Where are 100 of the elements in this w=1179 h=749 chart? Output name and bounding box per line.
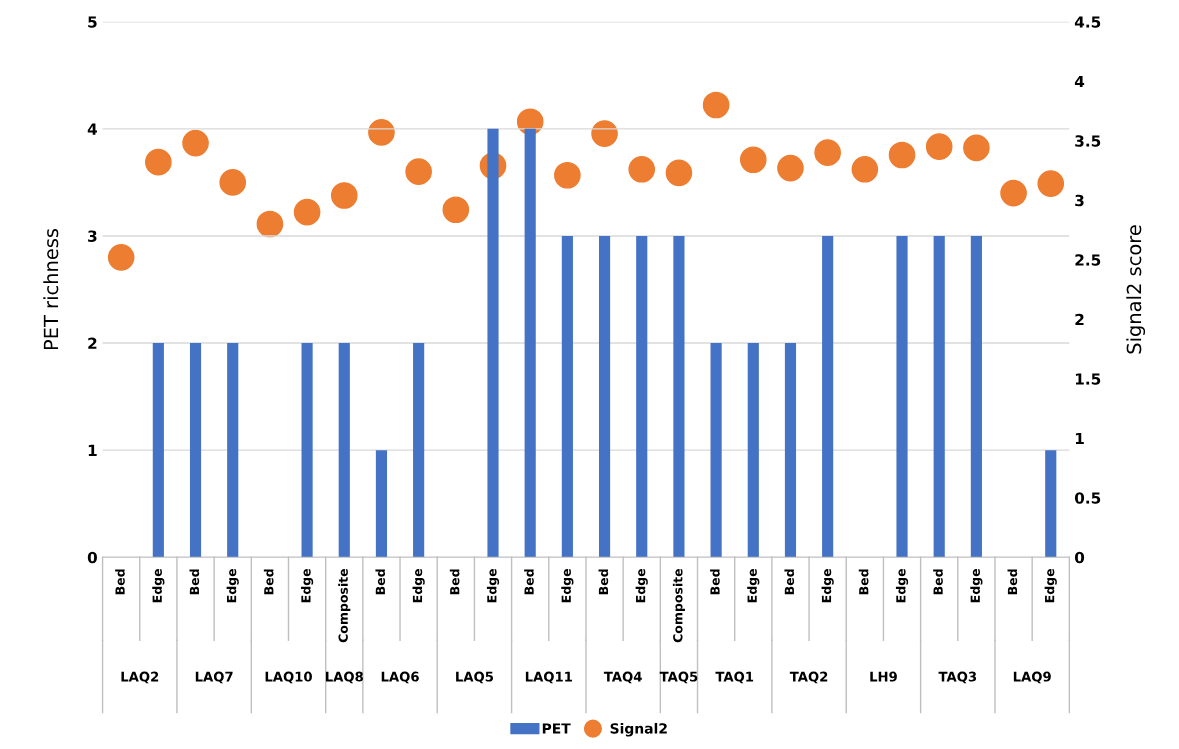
point (1037, 170, 1065, 197)
x-tick-label: Composite (338, 568, 351, 643)
bar (598, 235, 611, 558)
text: LAQ6 (381, 671, 419, 684)
x-tick-label: Bed (375, 569, 386, 595)
text: LAQ10 (265, 671, 312, 684)
x-tick-label: Edge (412, 568, 425, 603)
y2-tick-label: 0 (1074, 551, 1085, 564)
bar (524, 128, 536, 558)
x-tick-label: Edge (561, 568, 574, 603)
x-tick-label: Edge (747, 568, 760, 603)
y-tick-label: 5 (88, 16, 97, 28)
y2-tick-label: 4 (1074, 75, 1085, 88)
text: LAQ7 (195, 671, 233, 684)
bar (747, 343, 759, 558)
bar (227, 343, 239, 558)
legend-label: Signal2 (610, 722, 667, 737)
legend-label: PET (542, 723, 571, 734)
x-tick-label: Edge (895, 568, 909, 603)
bar (784, 343, 797, 558)
x-tick-label: Edge (152, 568, 165, 603)
x-tick-label: Edge (486, 568, 500, 603)
y-axis-title: PET richness (43, 228, 59, 350)
bar (1045, 450, 1057, 558)
x-tick-label: Bed (858, 569, 869, 595)
point (777, 154, 804, 182)
point (888, 141, 916, 169)
text: TAQ5 (659, 671, 698, 684)
bar (896, 235, 908, 558)
y2-tick-label: 0.5 (1074, 492, 1101, 504)
bar (152, 343, 164, 558)
x-tick-label: Edge (821, 568, 834, 603)
point (368, 119, 395, 146)
point (702, 91, 730, 119)
x-tick-label: Bed (598, 569, 609, 595)
y-tick-label: 2 (88, 337, 97, 349)
bar (375, 450, 388, 558)
point (814, 139, 841, 166)
bar (338, 343, 350, 558)
y-tick-label: 3 (88, 230, 97, 242)
bar (970, 235, 982, 558)
x-tick-label: Edge (635, 568, 648, 603)
bar (933, 235, 945, 558)
y2-tick-label: 3 (1075, 194, 1084, 207)
y2-tick-label: 4.5 (1074, 16, 1101, 28)
text: LAQ8 (325, 671, 363, 684)
point (182, 129, 209, 157)
bar (189, 343, 202, 558)
x-tick-label: Bed (524, 569, 534, 595)
x-tick-label: Bed (449, 569, 460, 595)
point (554, 161, 581, 189)
text: TAQ1 (715, 671, 754, 684)
y2-tick-label: 1.5 (1075, 373, 1101, 385)
y2-tick-label: 2.5 (1075, 254, 1101, 266)
x-tick-label: Composite (672, 568, 685, 643)
point (665, 159, 693, 187)
text: LAQ2 (121, 671, 159, 684)
bar (710, 343, 722, 558)
x-tick-label: Bed (263, 569, 274, 595)
bar (822, 235, 834, 558)
point (739, 146, 767, 174)
point (330, 182, 358, 209)
y2-axis-title: Signal2 score (1126, 225, 1146, 354)
text: LAQ9 (1013, 671, 1051, 684)
bar (636, 235, 648, 558)
x-tick-label: Edge (1044, 568, 1057, 603)
bar (673, 235, 685, 558)
x-tick-label: Edge (970, 568, 983, 603)
x-tick-label: Bed (784, 569, 795, 595)
x-tick-label: Bed (115, 569, 125, 595)
y2-tick-label: 3.5 (1075, 135, 1101, 147)
x-tick-label: Edge (226, 568, 239, 603)
text: LAQ11 (525, 671, 572, 684)
text: TAQ4 (603, 671, 642, 684)
x-tick-label: Bed (1007, 569, 1018, 595)
y2-tick-label: 2 (1075, 313, 1084, 326)
text: LH9 (870, 671, 897, 682)
x-tick-label: Bed (710, 569, 720, 595)
bar (561, 235, 573, 558)
point (405, 158, 432, 185)
point (591, 120, 618, 147)
text: LAQ5 (456, 671, 493, 684)
x-tick-label: Edge (300, 568, 314, 603)
point (851, 155, 879, 183)
text: TAQ3 (938, 671, 977, 684)
point (442, 196, 470, 224)
x-tick-label: Bed (933, 569, 943, 595)
point (219, 169, 247, 196)
y-tick-label: 1 (88, 444, 97, 456)
y2-tick-label: 1 (1075, 432, 1084, 445)
y-tick-label: 0 (87, 551, 97, 564)
point (256, 210, 284, 238)
point (925, 133, 953, 160)
x-tick-label: Bed (189, 569, 200, 595)
y-tick-label: 4 (87, 123, 98, 135)
point (145, 148, 172, 176)
bar (301, 343, 313, 558)
point (1000, 179, 1027, 207)
point (107, 244, 135, 271)
point (628, 155, 656, 183)
